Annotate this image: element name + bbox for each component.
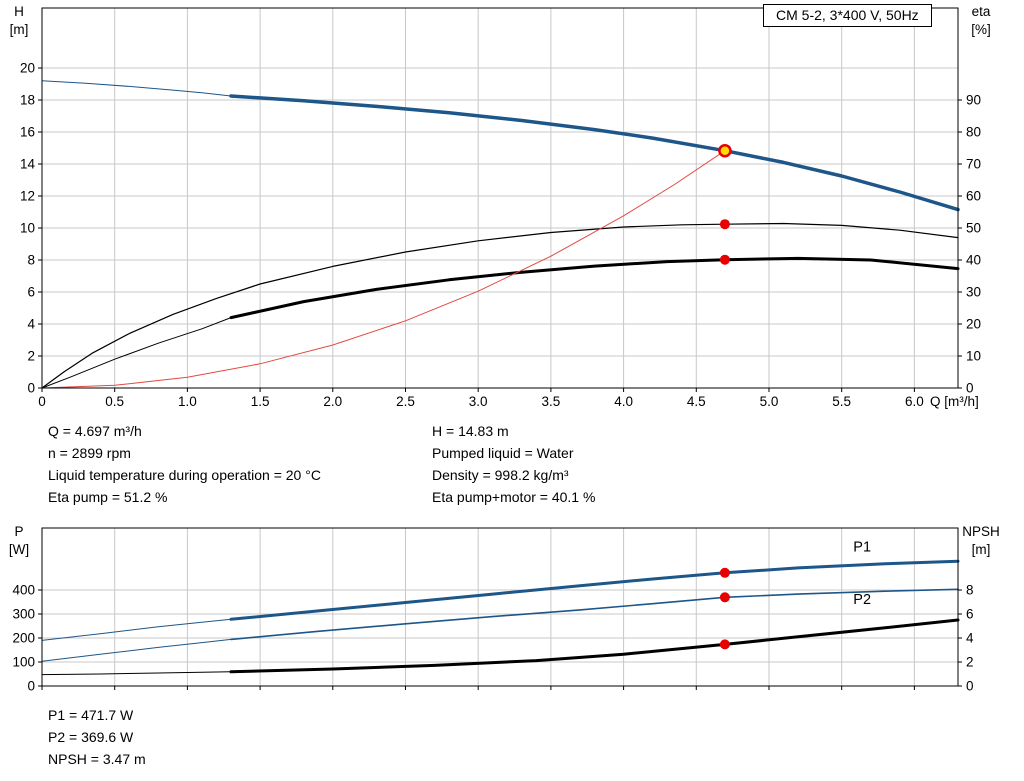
p2-value-line: P2 = 369.6 W	[48, 729, 134, 745]
p1-lead	[41, 618, 232, 641]
right-tick-label: 80	[966, 125, 981, 140]
x-tick-label: 4.5	[687, 394, 706, 409]
left-tick-label: 20	[20, 61, 35, 76]
npsh-duty-dot	[719, 639, 730, 650]
p1-label: P1	[853, 540, 871, 556]
right-tick-label: 8	[966, 583, 974, 598]
left-tick-label: 10	[20, 221, 35, 236]
duty-eta-total-line: Eta pump+motor = 40.1 %	[432, 489, 596, 505]
x-tick-label: 4.0	[614, 394, 633, 409]
right-tick-label: 40	[966, 253, 981, 268]
duty-q-line: Q = 4.697 m³/h	[48, 423, 142, 439]
x-tick-label: 2.0	[323, 394, 342, 409]
p1-value-line: P1 = 471.7 W	[48, 707, 134, 723]
right-tick-label: 6	[966, 607, 974, 622]
power-info: P1 = 471.7 W P2 = 369.6 W NPSH = 3.47 m	[48, 704, 146, 770]
head-eta-chart: 0 0.5 1.0 1.5 2.0 2.5 3.0 3.5 4.0 4.5 5.0 5.5 6.0 Q […	[10, 4, 991, 409]
duty-h-line: H = 14.83 m	[432, 423, 509, 439]
right-axis-title: [m]	[972, 542, 991, 557]
right-tick-label: 20	[966, 317, 981, 332]
x-tick-label: 0	[38, 394, 46, 409]
eta-pump-motor-lead	[41, 317, 232, 389]
left-tick-label: 0	[27, 381, 35, 396]
left-tick-label: 6	[27, 285, 35, 300]
left-tick-label: 8	[27, 253, 35, 268]
p2-lead	[41, 638, 232, 662]
duty-n-line: n = 2899 rpm	[48, 445, 131, 461]
power-npsh-chart: 0 100 200 300 400 P [W] 0 2 4 6 8 NPSH [m] P1 P2	[9, 524, 1000, 694]
eta-pump-motor-duty-dot	[719, 254, 730, 265]
right-tick-label: 30	[966, 285, 981, 300]
left-tick-label: 12	[20, 189, 35, 204]
right-tick-label: 0	[966, 679, 974, 694]
right-axis-title: [%]	[971, 22, 991, 37]
right-axis-title: NPSH	[962, 524, 1000, 539]
duty-temp-line: Liquid temperature during operation = 20…	[48, 467, 321, 483]
right-tick-label: 90	[966, 93, 981, 108]
eta-pump-duty-dot	[719, 219, 730, 230]
left-tick-label: 300	[12, 606, 35, 621]
duty-info-right: H = 14.83 m Pumped liquid = Water Densit…	[432, 420, 595, 508]
duty-info-left: Q = 4.697 m³/h n = 2899 rpm Liquid tempe…	[48, 420, 321, 508]
p2-duty-dot	[719, 592, 730, 603]
pump-curve	[229, 94, 960, 212]
duty-point	[718, 143, 732, 158]
left-tick-label: 18	[20, 93, 35, 108]
right-axis-title: eta	[972, 4, 991, 19]
x-tick-label: 5.0	[760, 394, 779, 409]
right-tick-label: 2	[966, 655, 974, 670]
p2-label: P2	[853, 592, 871, 608]
left-axis-title: P	[14, 524, 23, 539]
x-tick-label: 5.5	[832, 394, 851, 409]
plot-frame	[41, 527, 959, 687]
left-axis-title: [W]	[9, 542, 29, 557]
plot-frame	[41, 7, 959, 389]
x-tick-label: 1.5	[251, 394, 270, 409]
left-axis-title: [m]	[10, 22, 29, 37]
p2-curve	[230, 588, 959, 641]
duty-eta-pump-line: Eta pump = 51.2 %	[48, 489, 168, 505]
right-tick-label: 70	[966, 157, 981, 172]
x-tick-label: 2.5	[396, 394, 415, 409]
left-tick-label: 4	[27, 317, 35, 332]
left-tick-label: 100	[12, 654, 35, 669]
x-axis-label: Q [m³/h]	[930, 394, 979, 409]
left-tick-label: 16	[20, 125, 35, 140]
duty-liquid-line: Pumped liquid = Water	[432, 445, 574, 461]
p1-duty-dot	[719, 567, 730, 578]
left-axis-title: H	[14, 4, 24, 19]
left-tick-label: 200	[12, 630, 35, 645]
pump-title-text: CM 5-2, 3*400 V, 50Hz	[776, 7, 919, 23]
duty-density-line: Density = 998.2 kg/m³	[432, 467, 569, 483]
npsh-value-line: NPSH = 3.47 m	[48, 751, 146, 767]
x-tick-label: 1.0	[178, 394, 197, 409]
left-tick-label: 400	[12, 582, 35, 597]
system-curve	[41, 150, 726, 389]
npsh-curve	[229, 618, 960, 674]
right-tick-label: 10	[966, 349, 981, 364]
right-tick-label: 0	[966, 381, 974, 396]
eta-pump-motor-curve	[229, 256, 960, 320]
x-tick-label: 3.5	[541, 394, 560, 409]
x-tick-label: 0.5	[105, 394, 124, 409]
p1-curve	[229, 559, 960, 621]
right-tick-label: 50	[966, 221, 981, 236]
pump-curve-lead	[41, 80, 232, 97]
right-tick-label: 4	[966, 631, 974, 646]
pump-title-box: CM 5-2, 3*400 V, 50Hz	[763, 4, 932, 27]
eta-pump-curve	[41, 222, 959, 389]
left-tick-label: 0	[27, 679, 35, 694]
right-tick-label: 60	[966, 189, 981, 204]
x-tick-label: 6.0	[905, 394, 924, 409]
x-tick-label: 3.0	[469, 394, 488, 409]
npsh-lead	[41, 671, 232, 676]
left-tick-label: 14	[20, 157, 36, 172]
left-tick-label: 2	[27, 349, 35, 364]
